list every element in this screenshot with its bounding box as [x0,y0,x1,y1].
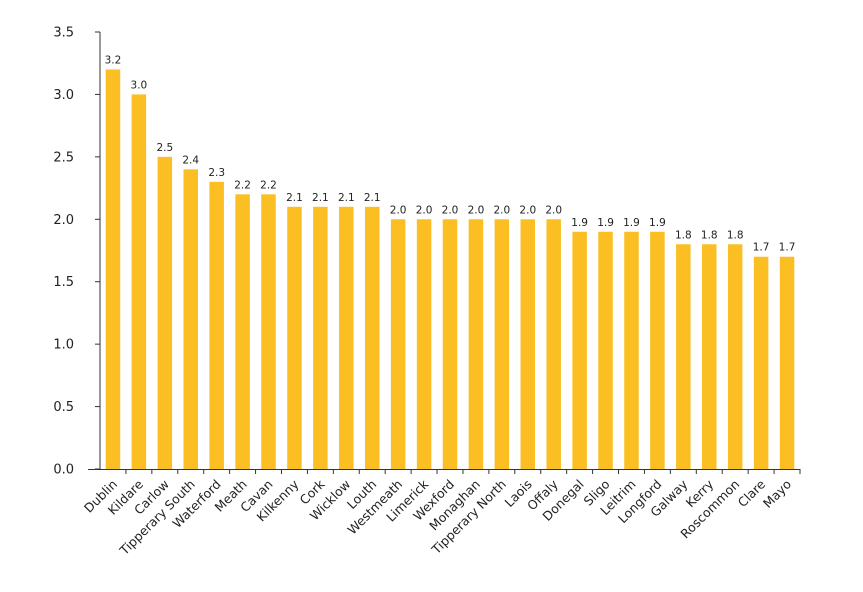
bar [779,256,795,469]
bar [572,231,587,469]
bar [390,219,406,469]
data-label: 2.2 [234,179,251,191]
data-label: 2.3 [208,167,225,179]
bar [520,219,536,469]
y-axis: 0.0 0.5 1.0 1.5 2.0 2.5 3.0 3.5 [53,26,101,478]
bar [753,256,769,469]
data-label: 2.0 [519,204,536,216]
bar [235,194,250,470]
data-label: 2.1 [338,192,355,204]
y-tick-label: 1.0 [53,338,74,353]
data-label: 3.2 [105,54,122,66]
bar [494,219,510,469]
bar [209,181,224,470]
bar [676,244,691,469]
data-label: 2.1 [286,192,303,204]
bar [650,231,665,469]
bar [261,194,276,470]
data-label: 2.0 [494,204,511,216]
bar [546,219,561,469]
data-labels: 3.2 3.0 2.5 2.4 2.3 2.2 2.2 2.1 2.1 2.1 2.1 2.0 2.0 2… [105,54,796,253]
data-label: 2.5 [156,142,173,154]
y-tick-label: 0.0 [53,463,74,478]
bar [364,206,380,470]
data-label: 2.0 [468,204,485,216]
data-label: 2.1 [312,192,329,204]
y-tick-label: 2.5 [53,150,74,165]
bar [727,244,743,469]
data-label: 2.0 [416,204,433,216]
bar [157,156,173,469]
data-label: 1.7 [779,242,796,254]
data-label: 1.8 [727,229,744,241]
data-label: 2.0 [442,204,459,216]
data-label: 1.9 [597,217,614,229]
data-label: 2.1 [364,192,381,204]
y-tick-label: 3.5 [53,26,74,41]
bar [624,231,639,469]
bar [313,206,328,470]
data-label: 1.9 [571,217,588,229]
y-tick-label: 0.5 [53,400,74,415]
bar [442,219,458,469]
y-tick-label: 1.5 [53,275,74,290]
bar [416,219,432,469]
data-label: 1.8 [701,229,718,241]
bar [287,206,302,470]
category-label: Mayo [760,477,794,511]
bar [339,206,354,470]
x-axis [88,469,801,474]
bar [702,244,717,469]
bars [105,69,795,470]
bar [183,169,198,470]
data-label: 1.9 [649,217,666,229]
bar [131,94,147,469]
data-label: 1.8 [675,229,692,241]
data-label: 2.0 [545,204,562,216]
data-label: 2.0 [390,204,407,216]
y-tick-label: 3.0 [53,88,74,103]
bar [468,219,484,469]
data-label: 1.7 [753,242,770,254]
y-tick-label: 2.0 [53,213,74,228]
data-label: 2.4 [182,154,199,166]
data-label: 3.0 [131,79,148,91]
bar [598,231,613,469]
data-label: 1.9 [623,217,640,229]
bar [105,69,121,469]
data-label: 2.2 [260,179,277,191]
